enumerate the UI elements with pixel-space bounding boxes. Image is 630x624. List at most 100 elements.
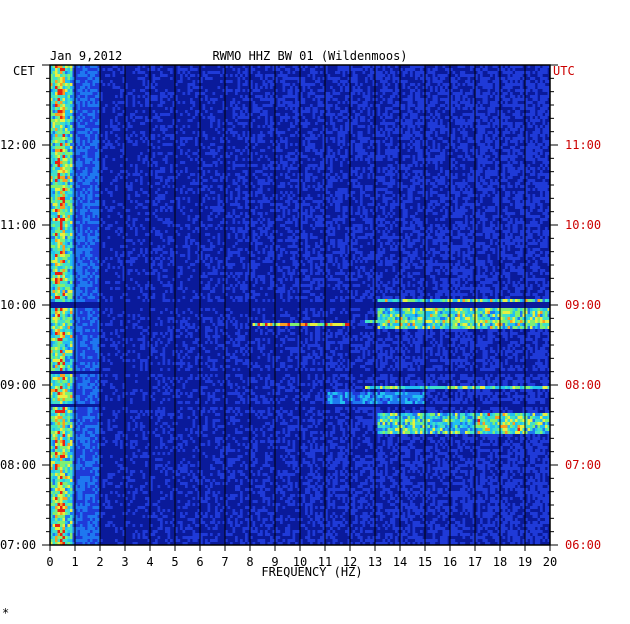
spectrogram-cell (65, 65, 68, 68)
spectrogram-cell (52, 92, 56, 95)
spectrogram-cell (252, 140, 256, 143)
spectrogram-cell (337, 68, 341, 71)
spectrogram-cell (362, 119, 366, 122)
spectrogram-cell (85, 170, 88, 173)
spectrogram-cell (307, 164, 311, 167)
spectrogram-cell (402, 134, 406, 137)
spectrogram-cell (87, 143, 91, 146)
spectrogram-cell (192, 74, 196, 77)
spectrogram-cell (280, 173, 283, 176)
spectrogram-cell (245, 200, 248, 203)
spectrogram-cell (450, 143, 453, 146)
spectrogram-cell (422, 92, 426, 95)
spectrogram-cell (125, 119, 128, 122)
spectrogram-cell (260, 77, 263, 80)
spectrogram-cell (300, 206, 303, 209)
spectrogram-cell (67, 92, 71, 95)
spectrogram-cell (480, 113, 483, 116)
spectrogram-cell (270, 128, 273, 131)
spectrogram-cell (527, 149, 531, 152)
spectrogram-cell (85, 89, 88, 92)
spectrogram-cell (80, 167, 83, 170)
spectrogram-cell (162, 128, 166, 131)
spectrogram-cell (165, 74, 168, 77)
spectrogram-cell (527, 182, 531, 185)
spectrogram-cell (312, 137, 316, 140)
spectrogram-cell (505, 80, 508, 83)
spectrogram-cell (510, 140, 513, 143)
spectrogram-cell (482, 131, 486, 134)
spectrogram-cell (157, 77, 161, 80)
spectrogram-cell (192, 179, 196, 182)
spectrogram-cell (405, 68, 408, 71)
spectrogram-cell (70, 152, 73, 155)
spectrogram-cell (155, 161, 158, 164)
spectrogram-cell (125, 185, 128, 188)
spectrogram-cell (477, 131, 481, 134)
spectrogram-cell (75, 68, 78, 71)
spectrogram-cell (262, 167, 266, 170)
spectrogram-cell (515, 104, 518, 107)
spectrogram-cell (370, 77, 373, 80)
spectrogram-cell (110, 143, 113, 146)
spectrogram-cell (325, 140, 328, 143)
spectrogram-cell (302, 143, 306, 146)
spectrogram-cell (485, 125, 488, 128)
spectrogram-cell (247, 200, 251, 203)
spectrogram-cell (457, 77, 461, 80)
spectrogram-cell (437, 179, 441, 182)
spectrogram-cell (362, 116, 366, 119)
spectrogram-cell (355, 83, 358, 86)
spectrogram-cell (407, 101, 411, 104)
spectrogram-cell (215, 179, 218, 182)
spectrogram-cell (482, 107, 486, 110)
spectrogram-cell (447, 101, 451, 104)
spectrogram-cell (342, 74, 346, 77)
spectrogram-cell (510, 122, 513, 125)
spectrogram-cell (445, 98, 448, 101)
spectrogram-cell (275, 203, 278, 206)
spectrogram-cell (430, 71, 433, 74)
spectrogram-cell (217, 125, 221, 128)
spectrogram-cell (367, 125, 371, 128)
spectrogram-cell (52, 176, 56, 179)
spectrogram-cell (335, 194, 338, 197)
spectrogram-cell (167, 152, 171, 155)
spectrogram-cell (280, 197, 283, 200)
spectrogram-cell (285, 206, 288, 209)
spectrogram-cell (125, 83, 128, 86)
spectrogram-cell (135, 173, 138, 176)
spectrogram-cell (97, 143, 101, 146)
spectrogram-cell (510, 170, 513, 173)
spectrogram-cell (437, 146, 441, 149)
spectrogram-cell (477, 164, 481, 167)
spectrogram-cell (50, 218, 53, 221)
spectrogram-cell (442, 110, 446, 113)
spectrogram-cell (295, 179, 298, 182)
spectrogram-cell (462, 143, 466, 146)
spectrogram-cell (295, 65, 298, 68)
spectrogram-cell (437, 113, 441, 116)
spectrogram-cell (72, 206, 76, 209)
spectrogram-cell (402, 194, 406, 197)
spectrogram-cell (482, 68, 486, 71)
spectrogram-cell (312, 209, 316, 212)
spectrogram-cell (302, 86, 306, 89)
spectrogram-cell (500, 89, 503, 92)
spectrogram-cell (427, 107, 431, 110)
spectrogram-cell (432, 185, 436, 188)
spectrogram-cell (50, 107, 53, 110)
spectrogram-cell (385, 182, 388, 185)
spectrogram-cell (402, 167, 406, 170)
spectrogram-cell (412, 104, 416, 107)
spectrogram-cell (487, 140, 491, 143)
spectrogram-cell (147, 161, 151, 164)
spectrogram-cell (435, 155, 438, 158)
spectrogram-cell (400, 185, 403, 188)
spectrogram-cell (105, 143, 108, 146)
spectrogram-cell (390, 128, 393, 131)
spectrogram-cell (142, 110, 146, 113)
spectrogram-cell (82, 176, 86, 179)
spectrogram-cell (457, 107, 461, 110)
spectrogram-cell (140, 170, 143, 173)
